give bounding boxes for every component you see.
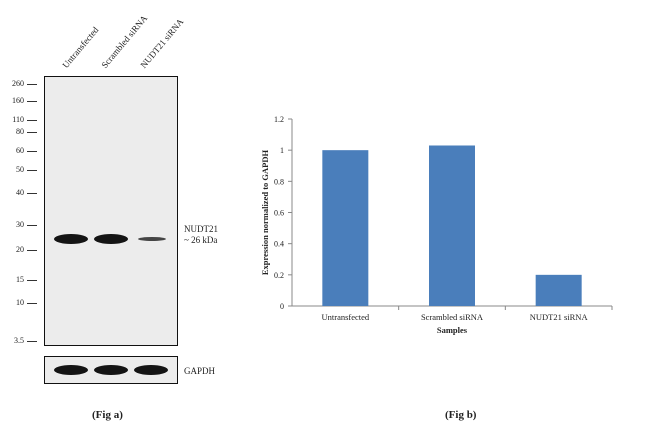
y-tick-label: 0.2: [274, 271, 284, 280]
mw-marker-260: 260: [12, 79, 24, 88]
nudt21-band-lane-1: [54, 234, 88, 244]
mw-tick: [27, 341, 37, 342]
y-tick-label: 1.2: [274, 115, 284, 124]
nudt21-band-lane-3: [138, 237, 166, 241]
mw-marker-15: 15: [16, 275, 24, 284]
y-tick-label: 0: [280, 302, 284, 311]
mw-tick: [27, 193, 37, 194]
y-axis-title: Expression normalized to GAPDH: [260, 150, 270, 276]
mw-marker-40: 40: [16, 188, 24, 197]
mw-marker-80: 80: [16, 127, 24, 136]
gapdh-band-lane-3: [134, 365, 168, 375]
lane-label-nudt21-sirna: NUDT21 siRNA: [138, 16, 186, 71]
expression-bar-chart: 0 0.2 0.4 0.6 0.8 1 1.2 Untransfected Scrambled …: [260, 115, 613, 335]
mw-tick: [27, 84, 37, 85]
gapdh-band-lane-2: [94, 365, 128, 375]
gapdh-band-lane-1: [54, 365, 88, 375]
mw-tick: [27, 280, 37, 281]
y-tick-label: 0.6: [274, 209, 284, 218]
target-protein-label: NUDT21 ~ 26 kDa: [184, 224, 218, 246]
y-tick-label: 1: [280, 146, 284, 155]
mw-tick: [27, 151, 37, 152]
target-name: NUDT21: [184, 224, 218, 234]
mw-marker-160: 160: [12, 96, 24, 105]
mw-tick: [27, 101, 37, 102]
mw-marker-10: 10: [16, 298, 24, 307]
mw-marker-60: 60: [16, 146, 24, 155]
mw-marker-20: 20: [16, 245, 24, 254]
mw-tick: [27, 120, 37, 121]
bar: [535, 274, 582, 306]
nudt21-band-lane-2: [94, 234, 128, 244]
x-tick-label: NUDT21 siRNA: [530, 312, 589, 322]
lane-label-untransfected: Untransfected: [60, 24, 101, 70]
mw-tick: [27, 303, 37, 304]
x-tick-label: Untransfected: [321, 312, 369, 322]
bar: [429, 145, 475, 306]
mw-tick: [27, 225, 37, 226]
mw-marker-30: 30: [16, 220, 24, 229]
target-size: ~ 26 kDa: [184, 235, 218, 245]
mw-marker-3-5: 3.5: [14, 336, 24, 345]
mw-tick: [27, 170, 37, 171]
fig-a-caption: (Fig a): [92, 409, 123, 421]
y-tick-label: 0.4: [274, 240, 284, 249]
y-tick-label: 0.8: [274, 177, 284, 186]
loading-control-label: GAPDH: [184, 366, 216, 376]
bar: [322, 150, 369, 306]
fig-b-caption: (Fig b): [445, 409, 477, 421]
gapdh-blot-panel: [44, 356, 178, 384]
nudt21-blot-panel: [44, 76, 178, 346]
mw-marker-110: 110: [12, 115, 24, 124]
x-tick-label: Scrambled siRNA: [421, 312, 484, 322]
mw-tick: [27, 250, 37, 251]
mw-marker-50: 50: [16, 165, 24, 174]
mw-tick: [27, 132, 37, 133]
x-axis-title: Samples: [437, 325, 468, 335]
